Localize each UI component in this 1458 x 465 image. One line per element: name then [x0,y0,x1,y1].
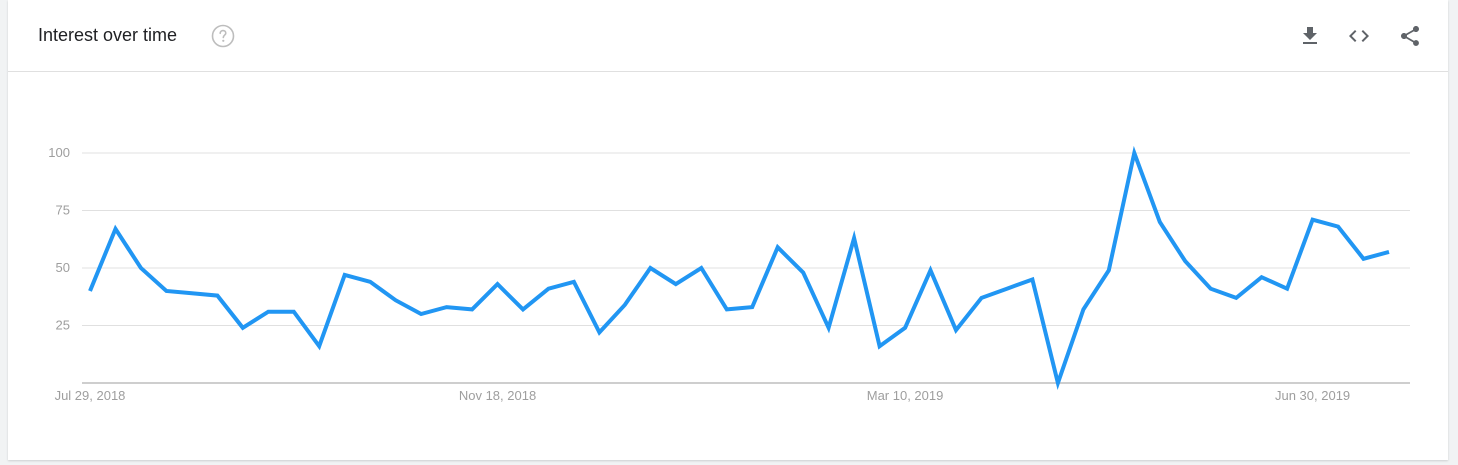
y-tick-label: 100 [48,145,70,160]
data-point [1209,287,1213,291]
data-point [903,326,907,330]
y-tick-label: 25 [56,318,70,333]
data-point [1005,287,1009,291]
data-point [878,344,882,348]
data-point [317,344,321,348]
x-tick-label: Jul 29, 2018 [55,388,126,403]
data-point [1107,268,1111,272]
data-point [674,282,678,286]
data-point [1285,287,1289,291]
y-tick-label: 75 [56,203,70,218]
data-point [445,305,449,309]
data-point [1183,259,1187,263]
data-point [1311,218,1315,222]
card-header: Interest over time [8,0,1448,72]
series-line [88,145,1390,391]
data-point [343,273,347,277]
data-point [394,298,398,302]
download-icon[interactable] [1298,24,1322,48]
data-point [954,328,958,332]
data-point [1158,220,1162,224]
data-point [1336,225,1340,229]
data-point [190,291,194,295]
x-tick-label: Mar 10, 2019 [867,388,944,403]
y-tick-label: 50 [56,260,70,275]
data-point [139,266,143,270]
data-point [1387,250,1391,254]
data-point [241,326,245,330]
data-point [215,294,219,298]
line-chart: 25 50 75 100 Jul 29, 2018 Nov 18, 2018 Mar 10,… [48,145,1410,403]
data-point [496,282,500,286]
data-point [725,307,729,311]
data-point [1234,296,1238,300]
interest-over-time-card: Interest over time 25 50 75 100 Jul 29, 2018… [8,0,1448,460]
data-point [572,280,576,284]
data-point [164,289,168,293]
data-point [979,296,983,300]
data-point [750,305,754,309]
data-point [113,227,117,231]
data-point [648,266,652,270]
data-point [88,289,92,293]
data-point [699,266,703,270]
help-circle-icon[interactable] [211,24,235,48]
data-point [546,287,550,291]
data-point [852,236,856,240]
share-icon[interactable] [1398,24,1422,48]
card-title: Interest over time [38,25,178,45]
chart-area: 25 50 75 100 Jul 29, 2018 Nov 18, 2018 Mar 10,… [8,72,1448,460]
data-point [266,310,270,314]
x-tick-label: Nov 18, 2018 [459,388,536,403]
data-point [1081,307,1085,311]
data-point [597,330,601,334]
data-point [368,280,372,284]
data-point [292,310,296,314]
data-point [1132,151,1136,155]
data-point [521,307,525,311]
data-point [419,312,423,316]
data-point [929,268,933,272]
embed-code-icon[interactable] [1347,24,1371,48]
data-point [776,245,780,249]
data-point [470,307,474,311]
x-tick-label: Jun 30, 2019 [1275,388,1350,403]
data-point [801,271,805,275]
data-point [1056,381,1060,385]
data-point [623,303,627,307]
data-point [1362,257,1366,261]
data-point [1260,275,1264,279]
data-point [1030,278,1034,282]
data-point [827,326,831,330]
